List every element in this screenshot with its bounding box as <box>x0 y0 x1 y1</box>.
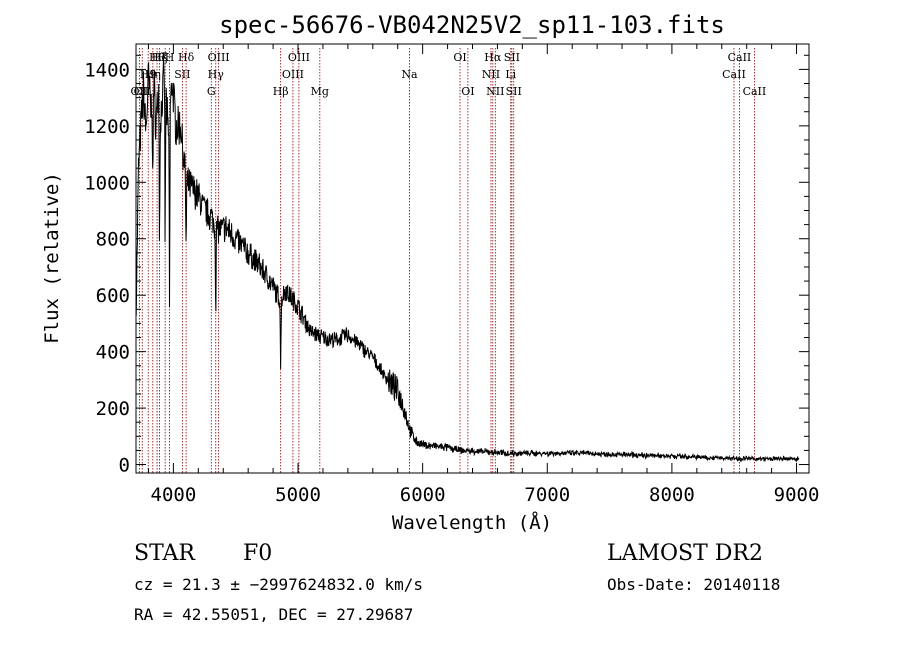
spectral-line-label: NII <box>486 85 504 98</box>
spectral-line-label: CaII <box>722 68 746 81</box>
survey-name: LAMOST DR2 <box>607 541 763 566</box>
spectrum-series <box>135 58 800 463</box>
spectral-line-label: OIII <box>282 68 304 81</box>
y-tick-label: 1400 <box>84 59 130 81</box>
coordinates-readout: RA = 42.55051, DEC = 27.29687 <box>134 605 413 624</box>
spectral-line-label: OIII <box>208 51 230 64</box>
spectral-line-label: SII <box>506 85 522 98</box>
y-tick-label: 0 <box>119 455 130 477</box>
spectral-line-label: OI <box>453 51 466 64</box>
x-axis-label: Wavelength (Å) <box>392 511 552 534</box>
spectral-line-label: Hγ <box>208 68 225 81</box>
spectral-line-label: NII <box>482 68 500 81</box>
y-tick-label: 1200 <box>84 116 130 138</box>
x-tick-label: 8000 <box>649 484 695 506</box>
spectral-line-label: Hη <box>145 68 161 81</box>
y-axis-label: Flux (relative) <box>41 172 63 344</box>
y-tick-label: 600 <box>96 285 130 307</box>
spectral-line-label: CaII <box>728 51 752 64</box>
spectral-line-label: OI <box>461 85 474 98</box>
spectral-line-label: K <box>161 51 170 64</box>
spectral-line-label: Hδ <box>178 51 195 64</box>
spectral-line-label: H <box>165 51 175 64</box>
spectral-line-label: SII <box>504 51 520 64</box>
object-class: STAR <box>134 541 196 566</box>
spectral-line-label: CaII <box>743 85 767 98</box>
x-tick-label: 6000 <box>400 484 446 506</box>
y-tick-label: 1000 <box>84 172 130 194</box>
spectral-line-label: SII <box>174 68 190 81</box>
spectral-line-label: Hθ <box>149 51 166 64</box>
spectral-line-label: Hβ <box>273 85 289 98</box>
spectral-line-label: Na <box>401 68 418 81</box>
spectral-line-label: CII <box>134 85 151 98</box>
y-tick-label: 800 <box>96 229 130 251</box>
spectral-line-labels: OIICIIH9HηHθHζKHSIIHδGHγOIIIHβOIIIOIIIMg… <box>131 51 767 98</box>
object-subclass: F0 <box>243 541 272 566</box>
spectral-line-label: OIII <box>288 51 310 64</box>
x-tick-label: 7000 <box>524 484 570 506</box>
x-tick-label: 4000 <box>151 484 197 506</box>
spectral-line-label: Mg <box>311 85 329 98</box>
y-tick-label: 400 <box>96 342 130 364</box>
plot-frame <box>135 43 810 474</box>
redshift-readout: cz = 21.3 ± −2997624832.0 km/s <box>134 575 423 594</box>
spectral-line-label: G <box>207 85 216 98</box>
x-tick-label: 5000 <box>275 484 321 506</box>
spectral-line-label: Hα <box>484 51 502 64</box>
y-axis: 0 200 400 600 800 1000 1200 1400 <box>84 54 809 477</box>
x-tick-label: 9000 <box>774 484 820 506</box>
x-axis: 4000 5000 6000 7000 8000 9000 <box>147 44 820 506</box>
spectral-line-label: Li <box>505 68 516 81</box>
observation-date: Obs-Date: 20140118 <box>607 575 780 594</box>
spectral-line-markers <box>138 48 755 473</box>
y-tick-label: 200 <box>96 398 130 420</box>
chart-title: spec-56676-VB042N25V2_sp11-103.fits <box>219 11 725 39</box>
